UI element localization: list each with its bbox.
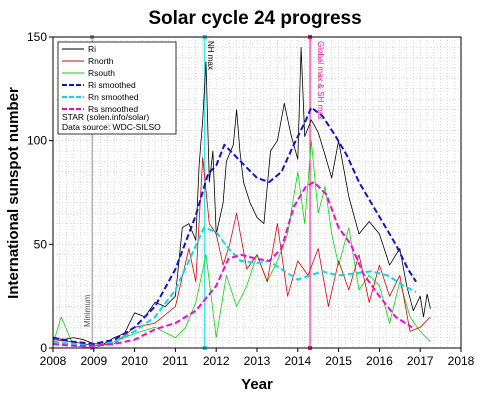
x-tick-label: 2009 [80,354,107,368]
x-tick-label: 2014 [284,354,311,368]
x-tick-label: 2012 [203,354,230,368]
x-tick-label: 2015 [325,354,352,368]
series-line-rs-smoothed [52,181,413,347]
legend-note: STAR (solen.info/solar) [62,112,149,122]
annotation-label: Minimum [83,294,92,327]
legend-note: Data source: WDC-SILSO [62,122,161,132]
x-axis: 2008 2009 2010 2011 2012 2013 2014 2015 2016 2017… [40,348,475,368]
chart-title: Solar cycle 24 progress [148,8,361,29]
legend: Ri Rnorth Rsouth Ri smoothed Rn smoothed Rs s… [57,41,177,135]
x-tick-label: 2008 [40,354,67,368]
legend-box [57,41,177,135]
legend-label: Rn smoothed [88,92,139,102]
y-tick-label: 100 [27,134,47,148]
series-line-rnorth [52,156,431,347]
x-tick-label: 2013 [244,354,271,368]
legend-label: Rs smoothed [88,104,138,114]
x-axis-label: Year [241,376,273,393]
x-tick-label: 2011 [162,354,188,368]
x-tick-label: 2016 [366,354,393,368]
annotation-label: Global max & SH max [316,41,325,120]
y-axis-label: International sunspot number [5,87,22,299]
series-line-ri-smoothed [52,106,417,345]
legend-label: Rsouth [88,68,115,78]
y-axis: 0 50 100 150 [27,30,53,355]
legend-label: Ri [88,44,96,54]
y-tick-label: 0 [40,341,47,355]
annotation-label: NH max [206,41,215,70]
series-line-rsouth [52,140,431,349]
x-tick-label: 2017 [407,354,434,368]
legend-label: Rnorth [88,56,114,66]
x-tick-label: 2018 [448,354,475,368]
y-tick-label: 50 [34,237,48,251]
series-line-rn-smoothed [52,226,417,347]
series-layer [52,47,431,349]
x-tick-label: 2010 [121,354,148,368]
y-tick-label: 150 [27,30,47,44]
legend-label: Ri smoothed [88,80,136,90]
